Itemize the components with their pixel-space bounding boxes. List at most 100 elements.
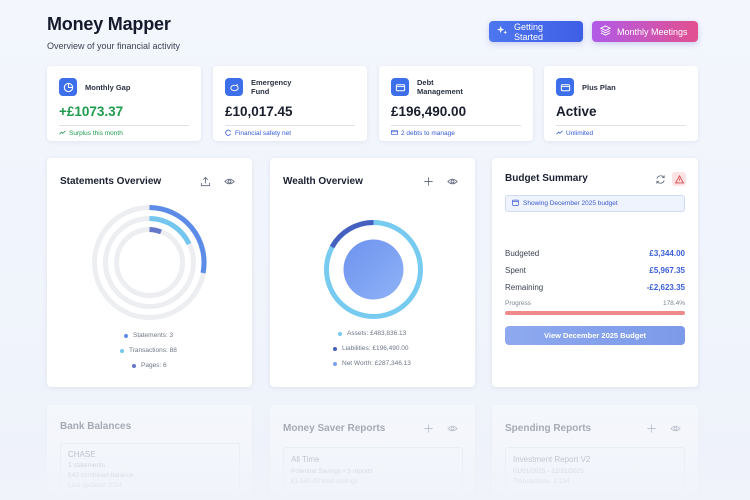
- spending-reports-panel: Spending Reports Investment Report V2 01…: [492, 405, 698, 500]
- upload-icon[interactable]: [200, 176, 211, 187]
- layers-icon: [599, 25, 612, 38]
- progress-label: Progress: [505, 300, 532, 307]
- budget-row-value: -£2,623.35: [646, 283, 685, 292]
- stat-value: Active: [556, 104, 597, 119]
- stat-card-monthly-gap[interactable]: Monthly Gap +£1073.37 Surplus this month: [47, 66, 201, 141]
- page-title: Money Mapper: [47, 14, 171, 34]
- stat-footnote: Surplus this month: [59, 129, 189, 138]
- statements-radial-chart: [92, 205, 207, 320]
- legend-dot: [333, 361, 337, 366]
- plus-icon[interactable]: [423, 423, 434, 434]
- legend-label: Transactions: 88: [129, 347, 177, 354]
- legend-dot: [124, 333, 128, 338]
- stat-label: Monthly Gap: [85, 82, 131, 92]
- eye-icon[interactable]: [670, 423, 681, 434]
- panel-title: Budget Summary: [505, 173, 588, 184]
- legend-item: Transactions: 88: [120, 347, 177, 354]
- spending-line: 01/01/2025 - 12/31/2025: [513, 468, 584, 475]
- view-budget-button[interactable]: View December 2025 Budget: [505, 326, 685, 345]
- eye-icon[interactable]: [447, 423, 458, 434]
- stat-card-plus-plan[interactable]: Plus Plan Active Unlimited: [544, 66, 698, 141]
- card-small-icon: [391, 129, 398, 138]
- bank-line: 1 statements: [68, 462, 106, 469]
- legend-item: Pages: 6: [132, 362, 167, 369]
- budget-row-spent: Spent £5,967.35: [505, 266, 685, 275]
- budget-row-label: Remaining: [505, 283, 544, 292]
- stat-footnote-text: 2 debts to manage: [401, 130, 455, 137]
- statements-overview-panel: Statements Overview Statements: 3 Transa…: [47, 158, 252, 387]
- monthly-meetings-label: Monthly Meetings: [617, 26, 688, 37]
- stat-footnote: 2 debts to manage: [391, 129, 521, 138]
- spending-line: Transactions: 1,234: [513, 478, 570, 485]
- stat-footnote-text: Financial safety net: [235, 130, 292, 137]
- legend-item: Liabilities: £196,490.00: [333, 345, 409, 352]
- stat-value: £10,017.45: [225, 104, 293, 119]
- panel-title: Statements Overview: [60, 176, 162, 187]
- legend-label: Net Worth: £287,346.13: [342, 360, 411, 367]
- stat-label: Emergency Fund: [251, 78, 292, 96]
- budget-badge-text: Showing December 2025 budget: [523, 200, 618, 207]
- saver-period: All Time: [291, 455, 320, 464]
- refresh-icon[interactable]: [655, 174, 666, 185]
- divider: [556, 125, 686, 126]
- stat-card-emergency-fund[interactable]: Emergency Fund £10,017.45 Financial safe…: [213, 66, 367, 141]
- plus-icon[interactable]: [423, 176, 434, 187]
- legend-item: Net Worth: £287,346.13: [333, 360, 411, 367]
- progress-value: 178.4%: [662, 300, 685, 307]
- divider: [59, 125, 189, 126]
- divider: [391, 125, 521, 126]
- legend-item: Statements: 3: [124, 332, 173, 339]
- budget-progress-fill: [505, 311, 685, 315]
- bank-line: £43 combined balance: [68, 472, 134, 479]
- chart-icon: [59, 78, 77, 96]
- budget-progress-bar: [505, 311, 685, 315]
- monthly-meetings-button[interactable]: Monthly Meetings: [592, 21, 698, 42]
- saver-line: Potential Savings • 3 reports: [291, 468, 373, 475]
- budget-row-value: £3,344.00: [649, 249, 685, 258]
- trend-up-icon: [556, 129, 563, 138]
- piggy-bank-icon: [225, 78, 243, 96]
- budget-row-budgeted: Budgeted £3,344.00: [505, 249, 685, 258]
- alert-triangle-icon[interactable]: [672, 172, 686, 186]
- trend-up-icon: [59, 129, 66, 138]
- money-saver-reports-panel: Money Saver Reports All Time Potential S…: [270, 405, 475, 500]
- bank-balances-panel: Bank Balances CHASE 1 statements £43 com…: [47, 405, 252, 500]
- wealth-donut-chart: [324, 219, 423, 319]
- wealth-overview-panel: Wealth Overview Assets: £483,836.13 Liab…: [270, 158, 475, 387]
- panel-title: Spending Reports: [505, 423, 592, 434]
- legend-item: Assets: £483,836.13: [338, 330, 406, 337]
- stat-label: Debt Management: [417, 78, 463, 96]
- stat-footnote-text: Unlimited: [566, 130, 594, 137]
- spending-report-card[interactable]: Investment Report V2 01/01/2025 - 12/31/…: [505, 447, 685, 500]
- legend-label: Pages: 6: [141, 362, 167, 369]
- legend-label: Statements: 3: [133, 332, 174, 339]
- budget-progress-row: Progress 178.4%: [505, 300, 685, 307]
- panel-title: Wealth Overview: [283, 176, 363, 187]
- getting-started-button[interactable]: Getting Started: [489, 21, 583, 42]
- budget-row-label: Budgeted: [505, 249, 540, 258]
- page-header: Money Mapper Overview of your financial …: [47, 14, 180, 51]
- budget-summary-panel: Budget Summary Showing December 2025 bud…: [492, 158, 698, 387]
- legend-dot: [132, 363, 136, 368]
- calendar-icon: [512, 199, 519, 208]
- spending-report-name: Investment Report V2: [513, 455, 591, 464]
- stat-footnote: Financial safety net: [225, 129, 355, 138]
- budget-row-label: Spent: [505, 266, 526, 275]
- stat-card-debt-management[interactable]: Debt Management £196,490.00 2 debts to m…: [379, 66, 533, 141]
- getting-started-label: Getting Started: [514, 21, 544, 42]
- panel-title: Bank Balances: [60, 421, 132, 432]
- stat-value: £196,490.00: [391, 104, 467, 119]
- legend-dot: [333, 346, 337, 351]
- legend-label: Assets: £483,836.13: [347, 330, 407, 337]
- stat-value: +£1073.37: [59, 104, 124, 119]
- stat-footnote: Unlimited: [556, 129, 686, 138]
- credit-card-icon: [391, 78, 409, 96]
- saver-report-card[interactable]: All Time Potential Savings • 3 reports £…: [283, 447, 463, 500]
- panel-title: Money Saver Reports: [283, 423, 386, 434]
- sparkles-icon: [497, 25, 508, 38]
- eye-icon[interactable]: [224, 176, 235, 187]
- legend-dot: [338, 331, 342, 336]
- plus-icon[interactable]: [646, 423, 657, 434]
- eye-icon[interactable]: [447, 176, 458, 187]
- bank-card[interactable]: CHASE 1 statements £43 combined balance …: [60, 443, 240, 500]
